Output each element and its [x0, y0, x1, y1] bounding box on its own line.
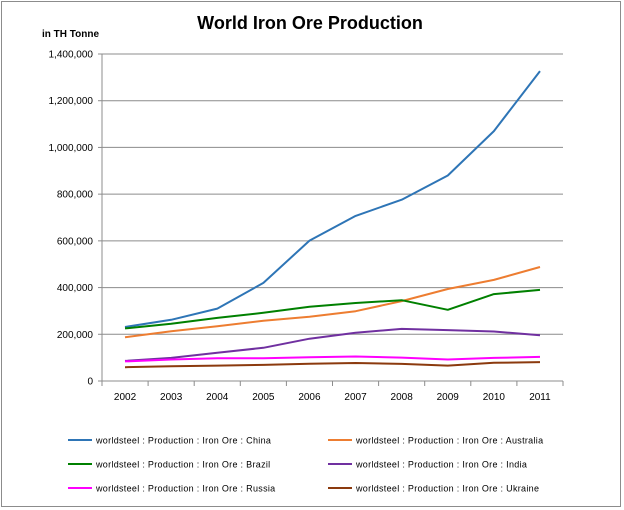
- y-tick-label: 1,200,000: [49, 96, 94, 107]
- y-tick-label: 0: [87, 377, 93, 388]
- series-line: [124, 361, 541, 369]
- series-line: [124, 327, 541, 362]
- x-axis-ticks: 2002 2003 2004 2005 2006 2007 2008 2009 2010 2011: [101, 381, 564, 403]
- series-line: [124, 70, 541, 328]
- y-tick-label: 1,400,000: [49, 50, 94, 61]
- x-tick-label: 2002: [114, 392, 137, 403]
- y-tick-label: 600,000: [57, 236, 94, 247]
- legend: worldsteel : Production : Iron Ore : Chi…: [68, 436, 543, 494]
- x-tick-label: 2006: [298, 392, 321, 403]
- legend-label: worldsteel : Production : Iron Ore : Ukr…: [355, 484, 539, 494]
- x-tick-label: 2008: [391, 392, 414, 403]
- legend-label: worldsteel : Production : Iron Ore : Bra…: [95, 460, 270, 470]
- legend-label: worldsteel : Production : Iron Ore : Rus…: [95, 484, 275, 494]
- chart-title: World Iron Ore Production: [197, 13, 423, 33]
- legend-label: worldsteel : Production : Iron Ore : Ind…: [355, 460, 527, 470]
- gridlines: [102, 53, 563, 335]
- x-tick-label: 2003: [160, 392, 183, 403]
- x-tick-label: 2011: [529, 392, 551, 403]
- x-tick-label: 2005: [252, 392, 275, 403]
- y-axis-ticks: 0 200,000 400,000 600,000 800,000 1,000,000 1,…: [49, 50, 102, 388]
- series-lines: [124, 70, 541, 369]
- y-tick-label: 400,000: [57, 283, 94, 294]
- legend-label: worldsteel : Production : Iron Ore : Aus…: [355, 436, 543, 446]
- series-line: [124, 266, 541, 339]
- y-tick-label: 1,000,000: [49, 143, 94, 154]
- x-tick-label: 2007: [344, 392, 367, 403]
- x-tick-label: 2010: [483, 392, 506, 403]
- y-tick-label: 200,000: [57, 330, 94, 341]
- y-tick-label: 800,000: [57, 190, 94, 201]
- series-line: [124, 288, 541, 330]
- x-tick-label: 2009: [437, 392, 460, 403]
- series-line: [124, 355, 541, 363]
- x-tick-label: 2004: [206, 392, 229, 403]
- y-axis-unit-label: in TH Tonne: [42, 29, 99, 40]
- legend-label: worldsteel : Production : Iron Ore : Chi…: [95, 436, 271, 446]
